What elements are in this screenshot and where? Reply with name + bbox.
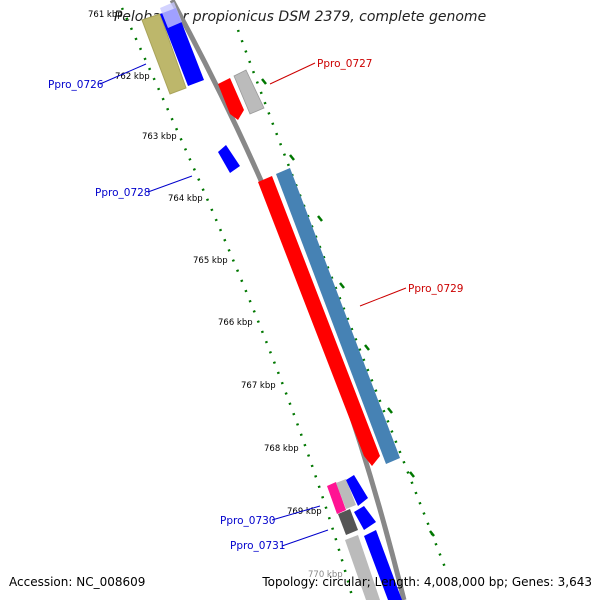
gene-ppro-0726-arrow <box>160 8 204 86</box>
tick-labels: 761 kbp 762 kbp 763 kbp 764 kbp 765 kbp … <box>88 10 343 580</box>
gene-label-ppro-0726[interactable]: Ppro_0726 <box>48 79 104 91</box>
gray-feature-2 <box>336 479 356 509</box>
tick-label: 770 kbp <box>308 570 343 580</box>
tick-label: 769 kbp <box>287 507 322 517</box>
gray-feature-3 <box>345 535 380 600</box>
tick-label: 763 kbp <box>142 132 177 142</box>
olive-feature <box>141 13 187 95</box>
outer-tick-track <box>236 29 448 571</box>
gene-label-ppro-0730[interactable]: Ppro_0730 <box>220 515 275 527</box>
gene-ppro-0730-arrow <box>354 506 376 530</box>
gene-label-ppro-0731[interactable]: Ppro_0731 <box>230 540 285 552</box>
tick-label: 766 kbp <box>218 318 253 328</box>
leader-lines <box>99 62 407 547</box>
features <box>141 2 402 600</box>
gene-label-ppro-0728[interactable]: Ppro_0728 <box>95 187 150 199</box>
tick-label: 761 kbp <box>88 10 123 20</box>
tick-label: 764 kbp <box>168 194 203 204</box>
pink-feature <box>327 482 346 514</box>
gene-labels: Ppro_0726 Ppro_0727 Ppro_0728 Ppro_0729 … <box>48 58 463 552</box>
gene-ppro-0731-arrow <box>364 530 402 600</box>
gene-label-ppro-0727[interactable]: Ppro_0727 <box>317 58 372 70</box>
map-title: Pelobacter propionicus DSM 2379, complet… <box>113 9 487 25</box>
tick-label: 762 kbp <box>115 72 150 82</box>
blue-feature-1 <box>346 475 368 506</box>
dark-feature <box>338 509 358 535</box>
gray-feature-1 <box>233 69 265 115</box>
steelblue-feature <box>276 168 400 464</box>
gene-ppro-0729-arrow <box>258 176 380 466</box>
tick-label: 768 kbp <box>264 444 299 454</box>
light-blue-feature <box>160 2 182 28</box>
tick-label: 767 kbp <box>241 381 276 391</box>
gene-ppro-0728-arrow <box>218 145 240 173</box>
accession-text: Accession: NC_008609 <box>9 575 146 589</box>
outer-major-ticks <box>261 78 435 537</box>
summary-text: Topology: circular; Length: 4,008,000 bp… <box>262 575 592 589</box>
tick-label: 765 kbp <box>193 256 228 266</box>
gene-label-ppro-0729[interactable]: Ppro_0729 <box>408 283 463 295</box>
gene-ppro-0727-arrow <box>218 78 244 120</box>
